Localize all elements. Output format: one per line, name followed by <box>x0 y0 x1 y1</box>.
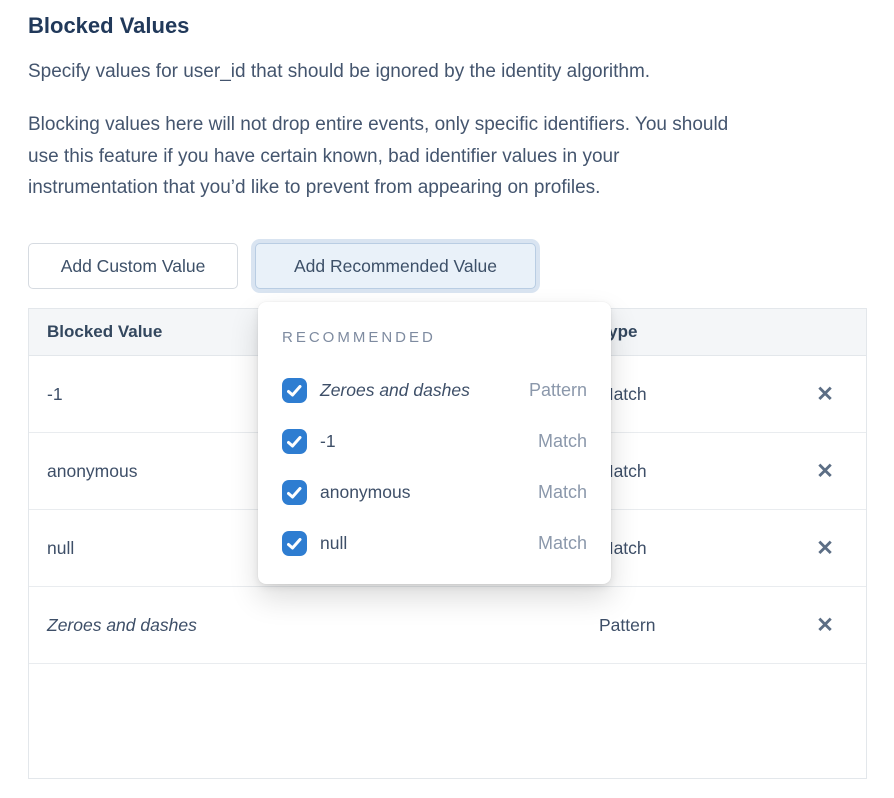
menu-item-type: Pattern <box>528 380 587 400</box>
page-description-secondary: Blocking values here will not drop entir… <box>28 114 729 198</box>
blocked-value-cell: -1 <box>47 383 63 404</box>
delete-row-button[interactable]: ✕ <box>807 607 843 643</box>
checkbox-checked[interactable] <box>282 429 307 454</box>
menu-item-label: Zeroes and dashes <box>320 380 470 400</box>
blocked-value-cell: anonymous <box>47 460 138 481</box>
recommended-values-menu: RECOMMENDED Zeroes and dashes Pattern -1… <box>258 302 611 584</box>
menu-item-type: Match <box>537 533 587 553</box>
checkbox-checked[interactable] <box>282 480 307 505</box>
menu-heading: RECOMMENDED <box>282 329 436 346</box>
check-icon <box>287 384 302 396</box>
menu-item-label: -1 <box>320 431 336 451</box>
menu-item[interactable]: -1 Match <box>282 416 587 467</box>
close-icon: ✕ <box>816 459 834 483</box>
type-cell: Match <box>599 460 647 481</box>
menu-item-type: Match <box>537 431 587 451</box>
checkbox-checked[interactable] <box>282 378 307 403</box>
type-cell: Pattern <box>599 614 656 635</box>
delete-row-button[interactable]: ✕ <box>807 453 843 489</box>
checkbox-checked[interactable] <box>282 531 307 556</box>
menu-item-label: null <box>320 533 348 553</box>
close-icon: ✕ <box>816 536 834 560</box>
type-cell: Match <box>599 537 647 558</box>
toolbar: Add Custom Value Add Recommended Value <box>28 243 536 289</box>
close-icon: ✕ <box>816 613 834 637</box>
add-recommended-value-button[interactable]: Add Recommended Value <box>255 243 536 289</box>
column-header-blocked-value: Blocked Value <box>47 322 163 341</box>
column-header-type: Type <box>599 322 638 341</box>
check-icon <box>287 435 302 447</box>
delete-row-button[interactable]: ✕ <box>807 376 843 412</box>
menu-item[interactable]: anonymous Match <box>282 467 587 518</box>
menu-item[interactable]: Zeroes and dashes Pattern <box>282 365 587 416</box>
table-row: Zeroes and dashes Pattern ✕ <box>29 587 866 664</box>
check-icon <box>287 537 302 549</box>
check-icon <box>287 486 302 498</box>
add-custom-value-button[interactable]: Add Custom Value <box>28 243 238 289</box>
page-description-primary: Specify values for user_id that should b… <box>28 61 651 82</box>
delete-row-button[interactable]: ✕ <box>807 530 843 566</box>
page-title: Blocked Values <box>28 13 190 38</box>
menu-item-label: anonymous <box>320 482 411 502</box>
menu-item[interactable]: null Match <box>282 518 587 569</box>
menu-item-type: Match <box>537 482 587 502</box>
type-cell: Match <box>599 383 647 404</box>
blocked-value-cell: Zeroes and dashes <box>47 614 197 635</box>
blocked-value-cell: null <box>47 537 75 558</box>
close-icon: ✕ <box>816 382 834 406</box>
